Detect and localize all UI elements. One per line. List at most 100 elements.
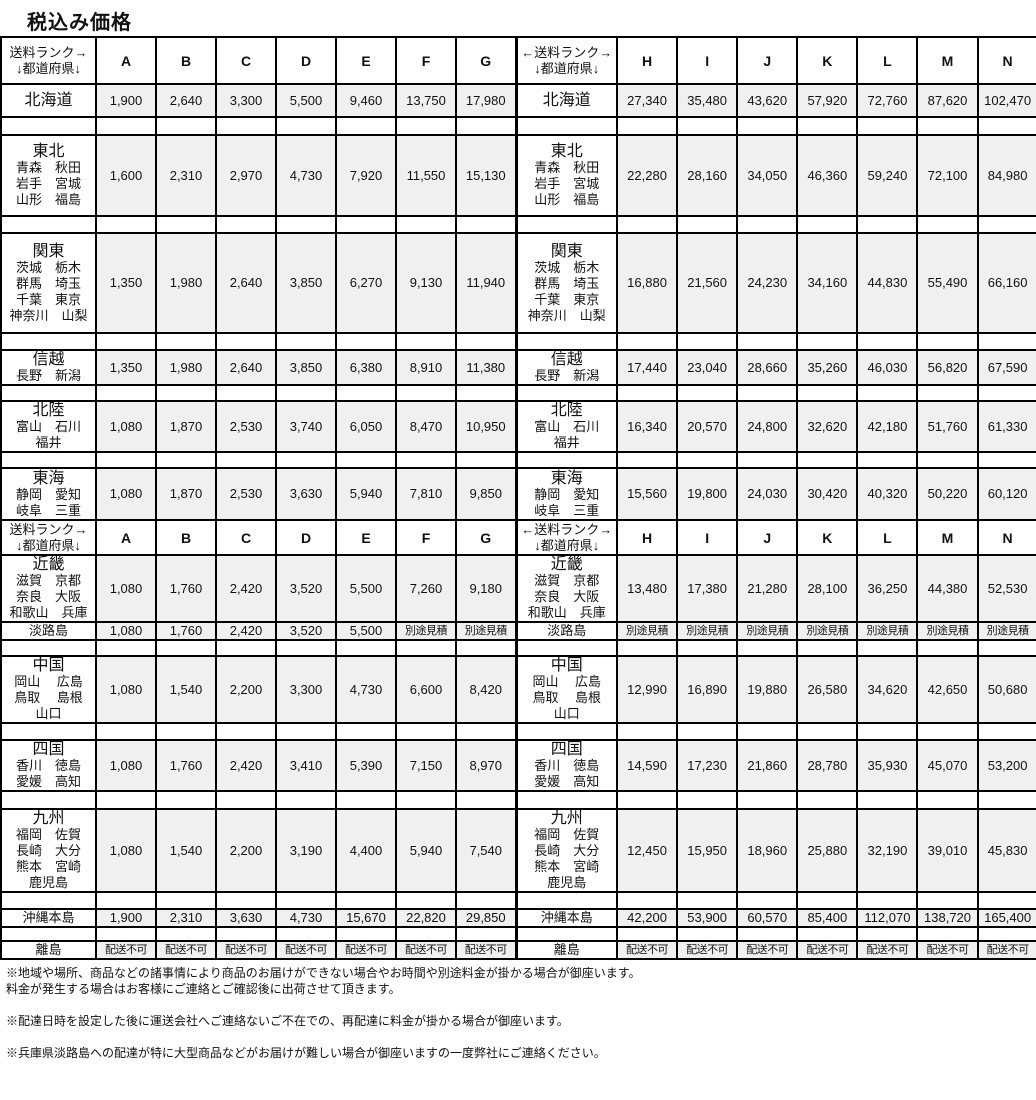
spacer-cell [916, 790, 979, 810]
rate-cell: 1,870 [155, 400, 217, 453]
spacer-cell [335, 891, 397, 910]
region-label: 北陸 富山 石川 福井 [0, 400, 97, 453]
region-row: 東北 青森 秋田 岩手 宮城 山形 福島 1,600 2,310 2,970 4,730 7,9… [0, 134, 1036, 217]
rate-cell: 52,530 [976, 554, 1036, 623]
spacer-cell [95, 451, 157, 469]
rank-header-K: K [796, 519, 859, 556]
shipping-rate-table: 送料ランク→ ↓都道府県↓ A B C D E F G ←送料ランク→ ↓都道府県↓ H I J K L M N 北… [0, 36, 1036, 960]
rate-cell: 87,620 [916, 83, 979, 118]
page-title: 税込み価格 [27, 12, 132, 34]
spacer-cell [155, 451, 217, 469]
spacer-cell [916, 722, 979, 741]
spacer-cell [455, 215, 518, 234]
rate-cell: 1,540 [155, 655, 217, 724]
spacer-cell [856, 451, 919, 469]
spacer-cell [335, 451, 397, 469]
region-label: 淡路島 [0, 621, 97, 641]
rate-cell: 28,100 [796, 554, 859, 623]
rate-cell: 別途見積 [676, 621, 739, 641]
prefecture-line: 福岡 佐賀 [534, 827, 600, 842]
rate-cell: 3,630 [275, 467, 337, 521]
spacer-cell [976, 790, 1036, 810]
rate-cell: 45,830 [976, 808, 1036, 893]
spacer-cell [796, 790, 859, 810]
rank-header-M: M [916, 519, 979, 556]
rate-cell: 1,980 [155, 232, 217, 334]
spacer-cell [796, 891, 859, 910]
header-label-line: 送料ランク→ [9, 521, 88, 537]
spacer-cell [455, 926, 518, 942]
rate-cell: 6,600 [395, 655, 457, 724]
rate-cell: 57,920 [796, 83, 859, 118]
rate-cell: 3,520 [275, 621, 337, 641]
spacer-cell [856, 926, 919, 942]
rate-cell: 2,200 [215, 808, 277, 893]
prefecture-line: 福井 [553, 435, 580, 450]
rate-cell: 17,230 [676, 739, 739, 792]
spacer-cell [0, 722, 97, 741]
prefecture-line: 茨城 栃木 [15, 259, 81, 275]
spacer-cell [736, 332, 799, 351]
rate-cell: 15,950 [676, 808, 739, 893]
rate-cell: 45,070 [916, 739, 979, 792]
spacer-cell [796, 215, 859, 234]
prefecture-line: 富山 石川 [534, 419, 600, 434]
region-row: 中国 岡山 広島 鳥取 島根 山口 1,080 1,540 2,200 3,300 4,730 6… [0, 655, 1036, 724]
region-name: 離島 [553, 942, 580, 957]
spacer-cell [916, 926, 979, 942]
rate-cell: 12,450 [615, 808, 679, 893]
rate-cell: 18,960 [736, 808, 799, 893]
spacer-cell [736, 639, 799, 657]
rank-header-D: D [275, 519, 337, 556]
rate-cell: 27,340 [615, 83, 679, 118]
spacer-cell [0, 926, 97, 942]
region-label: 沖縄本島 [515, 908, 618, 928]
spacer-cell [455, 722, 518, 741]
spacer-cell [515, 891, 618, 910]
rate-cell: 4,400 [335, 808, 397, 893]
spacer-cell [676, 926, 739, 942]
spacer-cell [515, 451, 618, 469]
rate-cell: 2,640 [215, 232, 277, 334]
spacer-cell [215, 451, 277, 469]
header-label-line: ↓都道府県↓ [15, 537, 81, 553]
note-paragraph: ※兵庫県淡路島への配達が特に大型商品などがお届けが難しい場合が御座いますの一度弊… [6, 1045, 641, 1061]
spacer-row [0, 722, 1036, 741]
rate-cell: 配送不可 [736, 940, 799, 960]
rate-cell: 1,900 [95, 908, 157, 928]
region-row: 四国 香川 徳島 愛媛 高知 1,080 1,760 2,420 3,410 5,390 7,1… [0, 739, 1036, 792]
prefecture-line: 鹿児島 [547, 875, 587, 890]
spacer-cell [215, 384, 277, 402]
region-label: 北海道 [515, 83, 618, 118]
spacer-cell [215, 639, 277, 657]
rate-cell: 3,850 [275, 232, 337, 334]
prefecture-line: 熊本 宮崎 [534, 859, 600, 874]
rate-cell: 5,940 [395, 808, 457, 893]
rate-cell: 1,080 [95, 655, 157, 724]
spacer-cell [275, 116, 337, 136]
spacer-cell [395, 451, 457, 469]
rate-cell: 2,530 [215, 467, 277, 521]
spacer-cell [736, 116, 799, 136]
rate-cell: 35,480 [676, 83, 739, 118]
region-name: 中国 [32, 657, 65, 674]
rate-cell: 8,910 [395, 349, 457, 386]
rate-cell: 20,570 [676, 400, 739, 453]
spacer-cell [395, 639, 457, 657]
rate-cell: 3,850 [275, 349, 337, 386]
spacer-cell [676, 116, 739, 136]
rate-cell: 1,760 [155, 554, 217, 623]
region-name: 九州 [550, 810, 583, 827]
spacer-cell [856, 116, 919, 136]
spacer-cell [455, 116, 518, 136]
spacer-row [0, 332, 1036, 351]
spacer-cell [155, 116, 217, 136]
rate-cell: 30,420 [796, 467, 859, 521]
spacer-cell [615, 722, 679, 741]
header-label-line: 送料ランク→ [9, 44, 88, 60]
rate-cell: 3,300 [275, 655, 337, 724]
spacer-cell [676, 215, 739, 234]
spacer-cell [455, 451, 518, 469]
region-label: 中国 岡山 広島 鳥取 島根 山口 [515, 655, 618, 724]
spacer-cell [335, 639, 397, 657]
